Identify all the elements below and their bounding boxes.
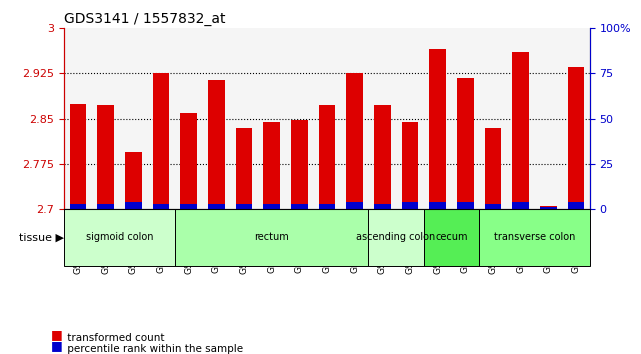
Text: percentile rank within the sample: percentile rank within the sample [64, 344, 243, 354]
Bar [485, 128, 501, 209]
Bar [512, 202, 529, 209]
Bar [180, 113, 197, 209]
Bar [125, 202, 142, 209]
Bar [125, 152, 142, 209]
Bar [180, 204, 197, 209]
FancyBboxPatch shape [64, 209, 175, 266]
Bar [263, 122, 280, 209]
Bar [97, 105, 114, 209]
Bar [540, 206, 556, 209]
Text: tissue ▶: tissue ▶ [19, 232, 64, 242]
Bar [263, 204, 280, 209]
Bar [319, 204, 335, 209]
Bar [236, 204, 252, 209]
Text: transformed count: transformed count [64, 333, 165, 343]
Bar [70, 104, 87, 209]
Text: GDS3141 / 1557832_at: GDS3141 / 1557832_at [64, 12, 226, 26]
Bar [346, 74, 363, 209]
Bar [429, 202, 446, 209]
Bar [319, 105, 335, 209]
Bar [208, 204, 224, 209]
FancyBboxPatch shape [175, 209, 369, 266]
Bar [208, 80, 224, 209]
Bar [512, 52, 529, 209]
Bar [346, 202, 363, 209]
Bar [485, 204, 501, 209]
Text: ■: ■ [51, 339, 63, 352]
Bar [457, 202, 474, 209]
Bar [97, 204, 114, 209]
Text: ascending colon: ascending colon [356, 232, 436, 242]
Bar [153, 204, 169, 209]
Bar [402, 122, 418, 209]
Bar [567, 202, 584, 209]
Bar [374, 204, 390, 209]
Bar [236, 128, 252, 209]
FancyBboxPatch shape [369, 209, 424, 266]
Bar [374, 105, 390, 209]
FancyBboxPatch shape [424, 209, 479, 266]
Text: rectum: rectum [254, 232, 289, 242]
Bar [540, 207, 556, 209]
Bar [291, 120, 308, 209]
Text: transverse colon: transverse colon [494, 232, 575, 242]
Bar [153, 74, 169, 209]
Bar [429, 50, 446, 209]
Bar [457, 78, 474, 209]
Bar [70, 204, 87, 209]
FancyBboxPatch shape [479, 209, 590, 266]
Bar [402, 202, 418, 209]
Bar [291, 204, 308, 209]
Text: sigmoid colon: sigmoid colon [86, 232, 153, 242]
Text: ■: ■ [51, 328, 63, 341]
Bar [567, 68, 584, 209]
Text: cecum: cecum [435, 232, 468, 242]
